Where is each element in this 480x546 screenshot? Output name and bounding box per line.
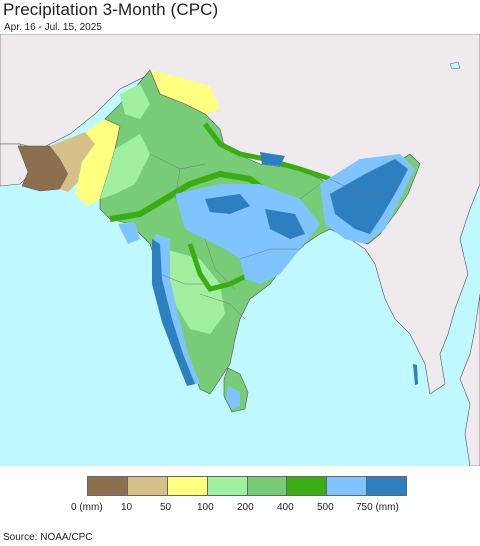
legend-swatch-2 [127, 477, 168, 495]
map-subtitle: Apr. 16 - Jul. 15, 2025 [4, 22, 102, 33]
legend-swatch-5 [247, 477, 288, 495]
legend-swatch-4 [207, 477, 248, 495]
legend-label-0: 0 (mm) [71, 502, 103, 513]
region-lightgreen-central [165, 249, 225, 334]
region-yellow-50mm [75, 119, 120, 206]
region-blue-gujarat [118, 222, 140, 244]
legend-label-4: 200 [237, 502, 254, 513]
region-lightgreen-100mm [100, 134, 150, 199]
outside-land-southeast [459, 293, 480, 466]
region-tan-10mm [50, 132, 95, 192]
region-lightgreen-north [120, 84, 150, 119]
region-yellow-north [150, 70, 220, 114]
region-darkblue-central [205, 194, 250, 214]
legend-swatch-3 [167, 477, 208, 495]
legend-labels: 0 (mm) 10 50 100 200 400 500 750 (mm) [0, 502, 480, 516]
small-lake [449, 61, 461, 70]
legend-swatch-8 [367, 477, 406, 495]
legend-swatch-1 [88, 477, 128, 495]
legend-label-1: 10 [121, 502, 133, 513]
legend-label-5: 400 [277, 502, 294, 513]
legend-label-2: 50 [160, 502, 172, 513]
internal-borders [149, 153, 385, 320]
region-darkblue-northeast [330, 159, 408, 234]
region-darkblue-east [265, 209, 305, 239]
sri-lanka-wet-zone [226, 386, 240, 409]
region-blue-ghats [155, 234, 200, 384]
precipitation-map [0, 34, 480, 466]
legend-label-3: 100 [197, 502, 214, 513]
region-darkgreen-himalaya [203, 122, 331, 182]
map-title: Precipitation 3-Month (CPC) [3, 0, 219, 19]
source-credit: Source: NOAA/CPC [3, 532, 93, 543]
andaman-islands [413, 364, 418, 385]
legend-label-6: 500 [317, 502, 334, 513]
outside-land-northwest [0, 34, 480, 395]
legend-swatch-6 [287, 477, 328, 495]
legend-color-bar [87, 476, 407, 496]
region-darkblue-westcoast [152, 239, 195, 386]
legend-label-7: 750 (mm) [356, 502, 399, 513]
region-darkblue-nepal [260, 152, 285, 166]
legend-swatch-7 [327, 477, 368, 495]
